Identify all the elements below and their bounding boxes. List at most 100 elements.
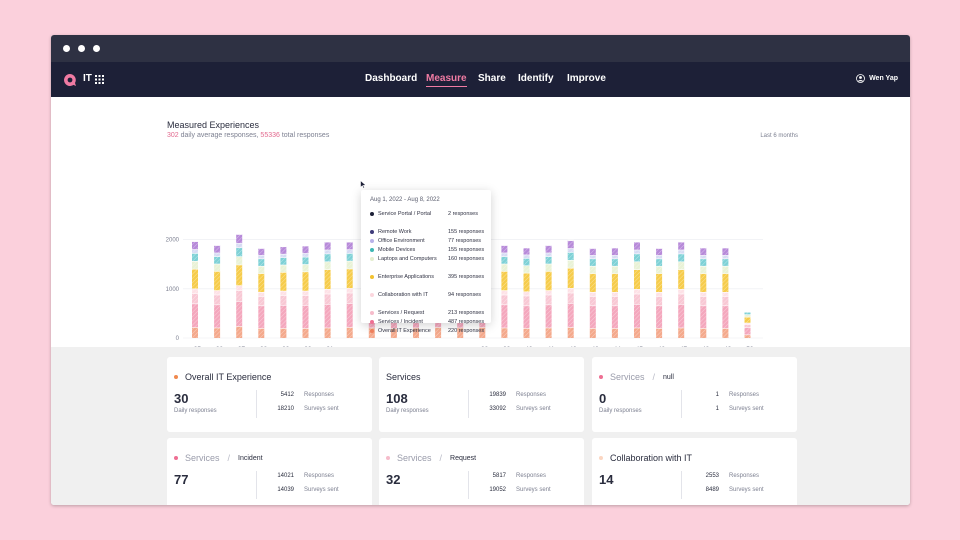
tooltip-series-label: Enterprise Applications <box>378 274 434 280</box>
card-title: Request <box>450 454 477 462</box>
bar-hatch <box>678 289 685 294</box>
y-tick-label: 2000 <box>166 238 180 244</box>
responses-value: 5412 <box>280 392 294 398</box>
tooltip-row: Laptops and Computers 160 responses <box>370 256 486 270</box>
bar-hatch <box>634 249 640 254</box>
bar-hatch <box>346 241 353 250</box>
tooltip-row: Collaboration with IT 94 responses <box>370 292 486 306</box>
metric-card[interactable]: Services / null 0 Daily responses 1 Responses 1… <box>592 357 797 432</box>
bar-hatch <box>678 293 685 305</box>
x-tick-label: w38 <box>475 346 488 347</box>
bar-hatch <box>324 304 331 328</box>
bar-hatch <box>346 303 353 328</box>
bar-hatch <box>656 291 663 297</box>
bar-hatch <box>258 328 265 338</box>
bar-hatch <box>744 316 751 323</box>
bar-hatch <box>567 240 574 249</box>
bar-hatch <box>258 248 265 256</box>
bar-hatch <box>678 249 685 254</box>
bar-hatch <box>346 260 353 269</box>
grid-icon[interactable] <box>95 75 104 84</box>
bar-hatch <box>302 290 309 296</box>
responses-value: 14021 <box>277 473 294 479</box>
bar-hatch <box>501 271 508 291</box>
tooltip-series-label: Services / Incident <box>378 319 423 325</box>
daily-responses-value: 0 <box>599 391 607 406</box>
bar-hatch <box>678 253 685 262</box>
bar-hatch <box>214 256 221 264</box>
total-value: 55336 <box>260 132 280 139</box>
bar-hatch <box>214 294 221 305</box>
bar-hatch <box>324 241 331 250</box>
bar-hatch <box>545 304 552 328</box>
card-header: Services / null <box>599 372 674 382</box>
bar-hatch <box>280 264 287 273</box>
bar-hatch <box>722 328 729 338</box>
chart-tooltip: Aug 1, 2022 - Aug 8, 2022 Service Portal… <box>361 190 491 334</box>
bar-hatch <box>545 252 552 257</box>
responses-label: Responses <box>516 392 547 398</box>
bar-hatch <box>567 248 574 253</box>
card-header: Services / Request <box>386 453 476 463</box>
legend-dot-icon <box>370 239 374 243</box>
bar-hatch <box>192 288 198 294</box>
bar-hatch <box>236 290 243 302</box>
window-dot-icon[interactable] <box>78 45 85 52</box>
bar-hatch <box>192 253 198 262</box>
bar-hatch <box>192 303 198 328</box>
tooltip-row: Enterprise Applications 395 responses <box>370 274 486 288</box>
bar-hatch <box>280 295 287 306</box>
status-dot-icon <box>174 456 178 460</box>
bar-hatch <box>611 296 618 306</box>
x-tick-label: w25 <box>188 346 201 347</box>
bar-hatch <box>567 327 574 338</box>
bar-hatch <box>346 249 353 254</box>
bar-hatch <box>589 328 596 338</box>
bar-hatch <box>258 291 265 297</box>
metric-card[interactable]: Services / Incident 77 14021 Responses 14039 Su… <box>167 438 372 505</box>
metric-card[interactable]: Overall IT Experience 30 Daily responses 54… <box>167 357 372 432</box>
bar-hatch <box>236 264 243 286</box>
nav-identify[interactable]: Identify <box>518 73 554 84</box>
bar-hatch <box>611 273 618 292</box>
bar-hatch <box>700 258 707 266</box>
bar-hatch <box>634 241 640 250</box>
status-dot-icon <box>599 456 603 460</box>
bar-hatch <box>744 334 751 338</box>
bar-hatch <box>744 314 751 317</box>
bar-hatch <box>634 327 640 338</box>
bar-hatch <box>258 255 265 259</box>
nav-share[interactable]: Share <box>478 73 506 84</box>
range-selector[interactable]: Last 6 months <box>760 133 798 139</box>
responses-label: Responses <box>304 392 335 398</box>
x-tick-label: w44 <box>608 346 621 347</box>
window-dot-icon[interactable] <box>93 45 100 52</box>
x-tick-label: w50 <box>741 346 754 347</box>
bar-hatch <box>479 327 486 338</box>
tooltip-date: Aug 1, 2022 - Aug 8, 2022 <box>370 197 440 203</box>
bar-hatch <box>236 301 243 327</box>
tooltip-series-label: Laptops and Computers <box>378 256 437 262</box>
bar-hatch <box>192 241 198 250</box>
bar-hatch <box>523 328 530 338</box>
user-name: Wen Yap <box>869 75 898 82</box>
metric-card[interactable]: Services 108 Daily responses 19839 Responses… <box>379 357 584 432</box>
nav-measure[interactable]: Measure <box>426 73 467 87</box>
bar-hatch <box>346 327 353 338</box>
bar-hatch <box>700 328 707 338</box>
bar-hatch <box>258 305 265 329</box>
metric-card[interactable]: Collaboration with IT 14 2553 Responses 8489… <box>592 438 797 505</box>
bar-hatch <box>700 255 707 259</box>
user-menu[interactable]: Wen Yap <box>856 74 898 83</box>
nav-dashboard[interactable]: Dashboard <box>365 73 418 84</box>
bar-hatch <box>722 305 729 329</box>
nav-improve[interactable]: Improve <box>567 73 606 84</box>
metric-card[interactable]: Services / Request 32 5817 Responses 19052 Surv… <box>379 438 584 505</box>
logo-icon[interactable] <box>63 73 77 87</box>
x-tick-label: w43 <box>586 346 599 347</box>
bar-hatch <box>346 268 353 289</box>
window-dot-icon[interactable] <box>63 45 70 52</box>
legend-dot-icon <box>370 320 374 324</box>
bar-hatch <box>678 304 685 328</box>
bar-hatch <box>214 245 221 253</box>
